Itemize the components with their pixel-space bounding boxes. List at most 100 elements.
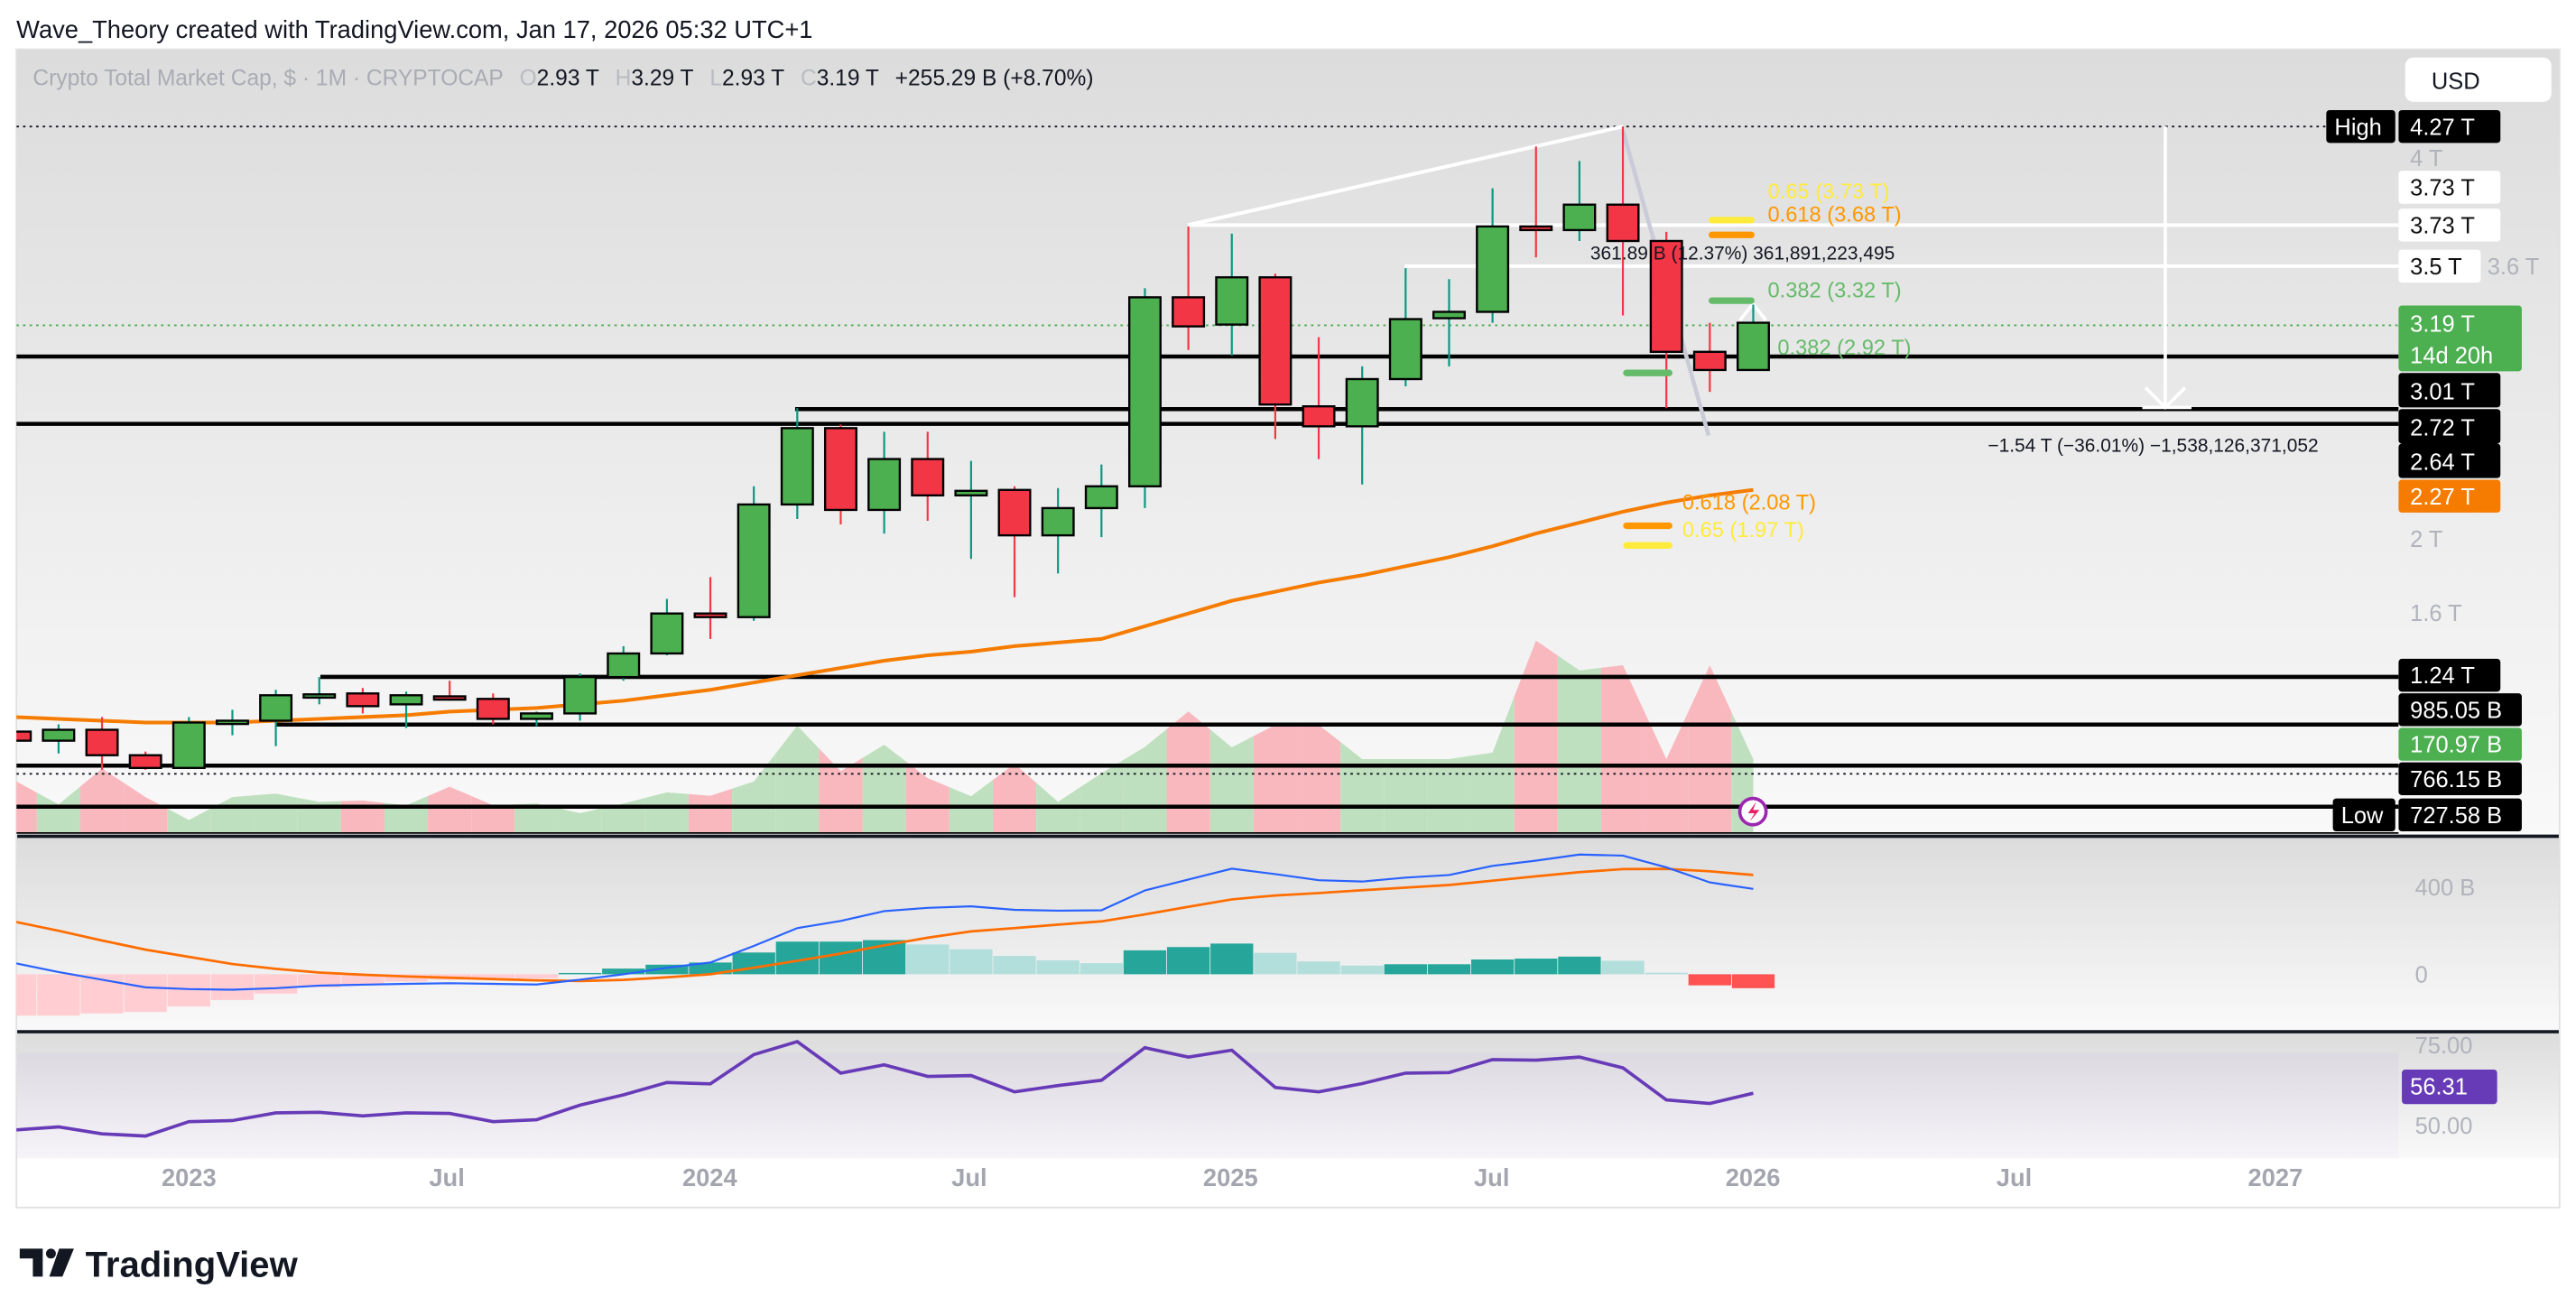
price-label-3.5T: 3.5 T — [2410, 255, 2462, 280]
volume-segment — [167, 808, 211, 833]
logo-text: TradingView — [86, 1245, 299, 1284]
volume-segment — [297, 797, 341, 833]
time-axis[interactable] — [16, 1158, 2560, 1208]
macd-signal-line[interactable] — [15, 867, 1754, 983]
macd-histogram-bar — [80, 974, 124, 1014]
change-value: +255.29 B (+8.70%) — [895, 67, 1094, 91]
candle — [16, 730, 32, 742]
axis-tick: 2 T — [2410, 527, 2442, 552]
candle-body — [607, 652, 641, 679]
fib-label: 0.65 (3.73 T) — [1767, 181, 1889, 204]
candle — [128, 751, 162, 770]
last-price-label: 3.19 T — [2410, 312, 2475, 338]
attribution-text: Wave_Theory created with TradingView.com… — [16, 15, 812, 43]
candle — [1302, 337, 1336, 459]
macd-axis-tick: 0 — [2415, 962, 2428, 987]
time-tick: 2023 — [162, 1163, 217, 1191]
high-price-label: 4.27 T — [2410, 115, 2475, 140]
time-tick: 2024 — [682, 1163, 738, 1191]
axis-tick: 4 T — [2410, 146, 2442, 171]
candle — [389, 691, 423, 728]
volume-segment — [1645, 711, 1689, 833]
trendline-upper[interactable] — [1187, 125, 1624, 227]
candle — [171, 717, 206, 769]
lightning-icon[interactable] — [1737, 796, 1768, 827]
candle — [911, 431, 945, 522]
candle-body — [1084, 485, 1118, 510]
candle — [259, 690, 293, 746]
candle-body — [519, 712, 553, 720]
currency-button[interactable]: USD — [2405, 57, 2552, 102]
candle-body — [1172, 296, 1206, 328]
price-label-3.73T: 3.73 T — [2410, 213, 2475, 238]
candle — [780, 408, 814, 520]
ma-price-label: 2.27 T — [2410, 485, 2475, 510]
fib-label: 0.618 (2.08 T) — [1682, 491, 1816, 514]
macd-histogram-bar — [1384, 964, 1427, 975]
candle — [1562, 161, 1597, 241]
time-tick: Jul — [429, 1163, 464, 1191]
macd-histogram-bar — [298, 974, 341, 987]
candle — [476, 693, 510, 725]
measure-down-label: −1.54 T (−36.01%) −1,538,126,371,052 — [1988, 436, 2318, 457]
macd-pane[interactable] — [16, 838, 2560, 1031]
candle-body — [1476, 225, 1510, 313]
rsi-line[interactable] — [15, 1040, 1754, 1138]
candle — [346, 688, 380, 714]
moving-average-line[interactable] — [15, 487, 1754, 725]
macd-histogram-bar — [1427, 964, 1471, 975]
macd-histogram-bar — [1254, 952, 1297, 975]
macd-histogram-bar — [124, 974, 167, 1013]
price-label-2.64T: 2.64 T — [2410, 450, 2475, 476]
logo-mark-icon — [19, 1248, 43, 1277]
candle — [85, 717, 119, 770]
candle-body — [563, 675, 598, 715]
macd-histogram-bar — [1515, 959, 1558, 975]
macd-histogram-bar — [1340, 965, 1384, 975]
candle — [1519, 146, 1553, 258]
candle — [1041, 487, 1075, 574]
macd-histogram-bar — [1470, 959, 1515, 975]
time-tick: 2027 — [2248, 1163, 2303, 1191]
candle — [1606, 126, 1640, 316]
candle-body — [302, 693, 337, 700]
candle — [607, 645, 641, 681]
macd-histogram-bar — [1210, 943, 1254, 975]
macd-histogram-bar — [16, 974, 37, 1016]
candle-body — [1041, 506, 1075, 537]
macd-histogram-bar — [1601, 960, 1645, 975]
main-pane[interactable] — [16, 49, 2560, 835]
volume-segment — [254, 793, 298, 833]
time-tick: Jul — [1474, 1163, 1509, 1191]
candle — [1736, 304, 1770, 372]
volume-segment — [1384, 758, 1428, 833]
price-axis[interactable]: 4 T 3.6 T High 4.27 T 3.73 T 3.73 T 3.5 … — [2326, 109, 2540, 832]
candle-body — [1258, 276, 1293, 406]
tradingview-logo[interactable]: TradingView — [19, 1245, 299, 1284]
chart-frame — [15, 48, 2561, 1209]
volume-segment — [819, 748, 863, 833]
candle-body — [1562, 203, 1597, 232]
axis-tick: 3.6 T — [2488, 255, 2540, 280]
candle-body — [85, 728, 119, 756]
time-tick: Jul — [951, 1163, 987, 1191]
candle-body — [1519, 225, 1553, 232]
volume-segment — [1514, 640, 1558, 833]
bar-countdown: 14d 20h — [2410, 343, 2493, 368]
candle-body — [128, 754, 162, 769]
macd-line[interactable] — [15, 853, 1754, 991]
fib-marker-0.618-top — [1708, 231, 1755, 238]
macd-histogram-bar — [341, 974, 385, 985]
fib-label: 0.382 (3.32 T) — [1767, 279, 1901, 302]
candle-body — [1692, 350, 1727, 372]
candle-body — [1345, 377, 1379, 428]
macd-histogram-bar — [1123, 950, 1167, 975]
rsi-value: 56.31 — [2410, 1074, 2468, 1099]
macd-histogram-bar — [385, 974, 428, 982]
fib-label: 0.382 (2.92 T) — [1777, 337, 1911, 360]
candle-body — [1736, 321, 1770, 372]
macd-histogram-bar — [1166, 947, 1210, 975]
macd-histogram — [16, 940, 1775, 1016]
candle — [693, 577, 727, 639]
